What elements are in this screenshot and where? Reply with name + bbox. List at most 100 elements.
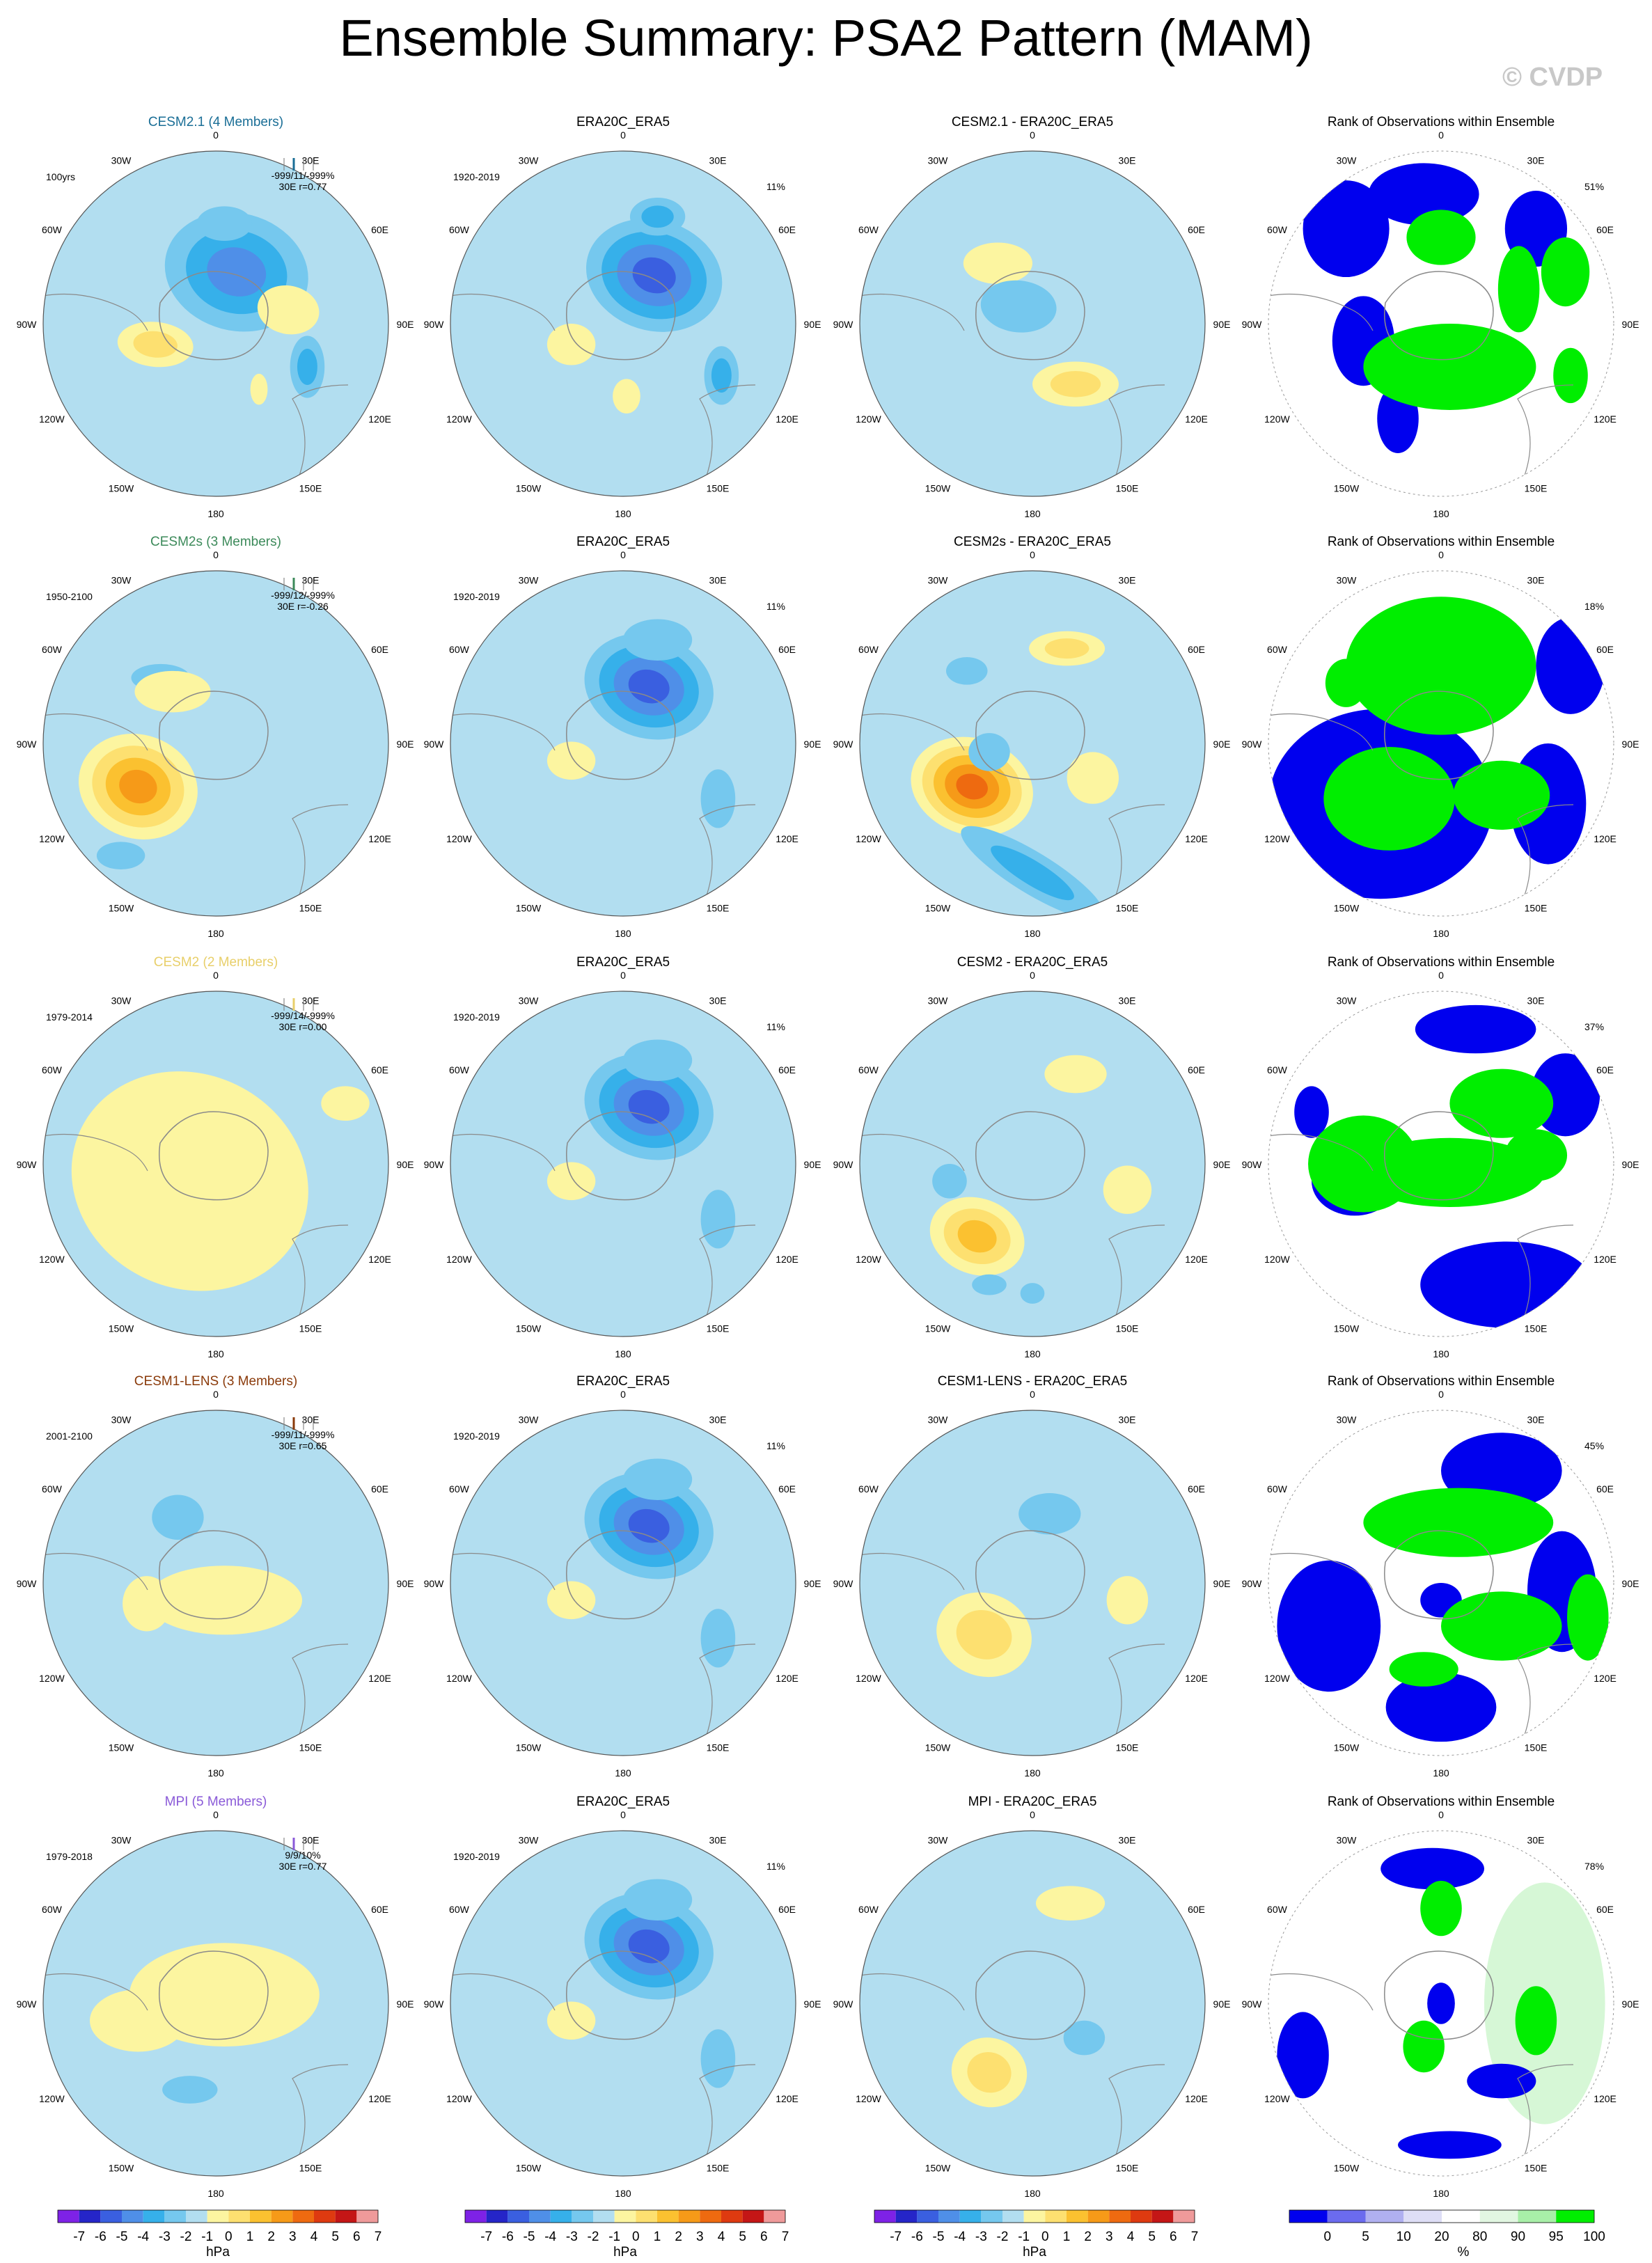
coastline-south-america: [1268, 1133, 1374, 1172]
longitude-label: 60W: [42, 644, 63, 655]
rank-region: [1567, 1574, 1609, 1661]
period-label: 1950-2100: [46, 591, 93, 602]
longitude-label: 90W: [833, 1159, 854, 1170]
map-panel-r1-model: CESM2.1 (4 Members)0 30E 60E 90E 120E 150E 180…: [17, 115, 414, 519]
map-field: [43, 151, 388, 496]
map-background: [450, 1831, 796, 2176]
contour-cell: [613, 379, 640, 413]
period-label: 1920-2019: [453, 1011, 500, 1023]
longitude-label: 0: [620, 1809, 626, 1820]
longitude-label: 60E: [778, 1064, 796, 1075]
map-boundary: [1268, 1410, 1614, 1756]
longitude-label: 60W: [449, 1064, 470, 1075]
longitude-label: 30E: [1119, 1414, 1136, 1425]
coastline-australia-nz: [699, 1224, 756, 1316]
longitude-label: 60E: [371, 644, 388, 655]
longitude-label: 0: [1438, 129, 1444, 141]
colorbar-swatch: [250, 2210, 272, 2223]
longitude-label: 60W: [449, 1483, 470, 1495]
contour-cell: [134, 670, 211, 713]
pattern-correlation-pct: 11%: [766, 1440, 785, 1451]
colorbar-tick-label: 0: [1323, 2230, 1331, 2244]
coastline-australia-nz: [1108, 2064, 1165, 2156]
colorbar-swatch: [959, 2210, 982, 2223]
coastline-australia-nz: [1108, 384, 1165, 476]
colorbar-swatch: [1442, 2210, 1480, 2223]
colorbar-tick-label: 5: [1362, 2230, 1369, 2244]
colorbar-tick-label: -7: [480, 2230, 492, 2244]
contour-cell: [967, 2052, 1012, 2093]
longitude-label: 30W: [1337, 155, 1358, 166]
map-background: [860, 1831, 1205, 2176]
longitude-label: 120E: [368, 2093, 391, 2104]
member-ticks: [283, 998, 314, 1011]
longitude-label: 120E: [1185, 1254, 1208, 1265]
coastline-antarctica: [975, 1111, 1085, 1201]
contour-cell: [956, 1609, 1012, 1659]
colorbar-swatch: [79, 2210, 101, 2223]
longitude-label: 120W: [856, 1254, 881, 1265]
longitude-label: 60E: [1596, 1904, 1614, 1915]
rank-region: [1441, 1591, 1562, 1661]
contour-cell: [946, 657, 988, 685]
map-background: [450, 1410, 796, 1756]
longitude-label: 120W: [1264, 413, 1290, 425]
longitude-label: 150E: [1525, 1323, 1548, 1334]
pattern-correlation-pct: 45%: [1584, 1440, 1604, 1451]
longitude-label: 180: [1433, 928, 1449, 939]
colorbar-swatch: [58, 2210, 79, 2223]
colorbar-tick-label: 2: [1084, 2230, 1092, 2244]
colorbar-swatch: [614, 2210, 636, 2223]
longitude-label: 90W: [833, 1998, 854, 2010]
longitude-label: 150E: [1116, 1742, 1139, 1753]
longitude-label: 120W: [856, 833, 881, 844]
coastline-south-america: [43, 1552, 148, 1591]
page-title: Ensemble Summary: PSA2 Pattern (MAM): [339, 9, 1313, 67]
colorbar-tick-label: 3: [696, 2230, 704, 2244]
longitude-label: 90E: [1213, 1578, 1231, 1589]
longitude-label: 150W: [516, 2163, 542, 2174]
rank-region: [1541, 237, 1590, 307]
contour-cell: [628, 1929, 670, 1964]
contour-cell: [321, 1086, 370, 1121]
contour-cell: [1018, 1493, 1081, 1535]
coastline-antarctica: [1384, 1111, 1494, 1201]
panel-title: ERA20C_ERA5: [576, 535, 670, 549]
colorbar-swatch: [1365, 2210, 1404, 2223]
coastline-south-america: [860, 1552, 965, 1591]
longitude-label: 60W: [1267, 644, 1288, 655]
coastline-australia-nz: [699, 804, 756, 896]
coastline-australia-nz: [699, 2064, 756, 2156]
colorbar-swatch: [100, 2210, 122, 2223]
colorbar-tick-label: -3: [975, 2230, 987, 2244]
longitude-label: 120W: [1264, 833, 1290, 844]
colorbar-tick-label: 6: [1170, 2230, 1177, 2244]
contour-cell: [957, 1220, 997, 1253]
longitude-label: 90E: [1213, 1998, 1231, 2010]
panel-title: CESM2 (2 Members): [154, 955, 278, 970]
longitude-label: 60E: [1188, 224, 1205, 235]
longitude-label: 0: [1438, 1809, 1444, 1820]
contour-cell: [196, 206, 253, 241]
longitude-label: 120E: [776, 833, 799, 844]
contour-cell: [207, 247, 267, 297]
colorbar-unit: hPa: [613, 2245, 637, 2260]
longitude-label: 90W: [1242, 739, 1263, 750]
longitude-label: 60W: [42, 224, 63, 235]
panel-title: ERA20C_ERA5: [576, 115, 670, 129]
longitude-label: 0: [620, 549, 626, 560]
map-boundary: [859, 1830, 1206, 2177]
longitude-label: 180: [615, 1348, 631, 1359]
rank-region: [1385, 1672, 1497, 1742]
period-label: 1920-2019: [453, 1430, 500, 1442]
longitude-label: 120W: [446, 1673, 472, 1684]
colorbar-swatch: [164, 2210, 186, 2223]
longitude-label: 60W: [1267, 1904, 1288, 1915]
coastline-antarctica: [1384, 1530, 1494, 1620]
longitude-label: 150W: [109, 2163, 134, 2174]
